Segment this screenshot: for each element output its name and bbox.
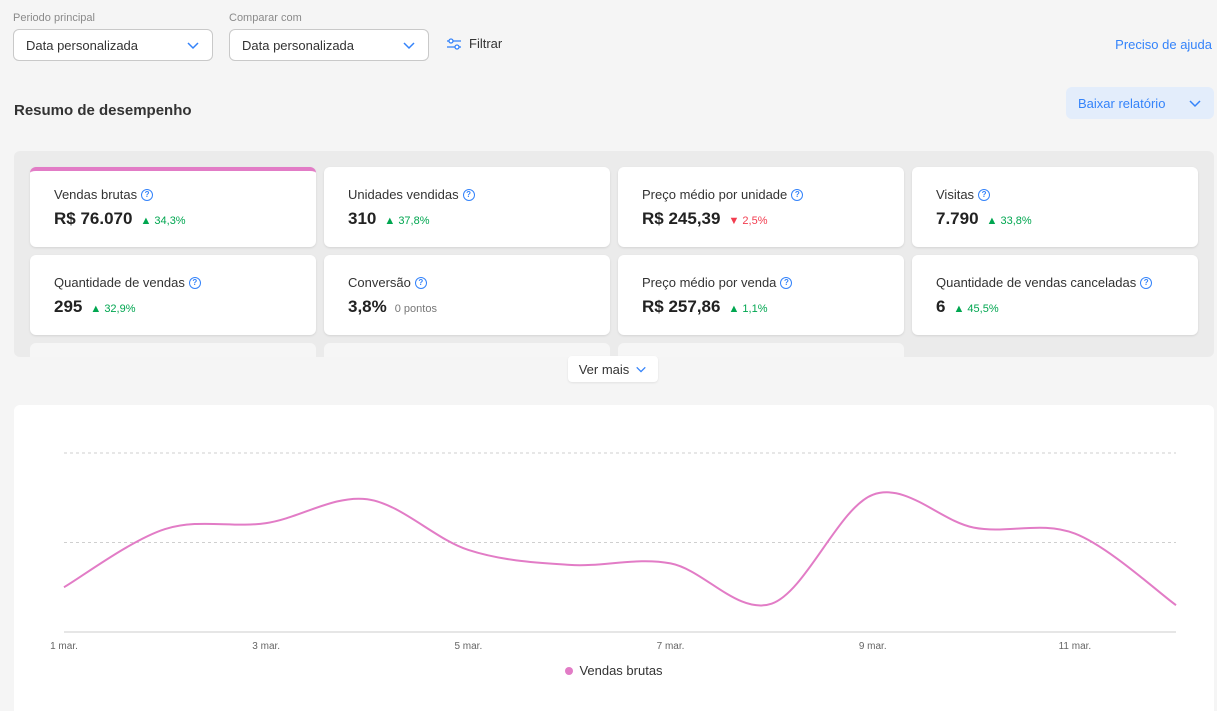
- metric-delta: ▼ 2,5%: [728, 215, 768, 227]
- help-circle-icon[interactable]: ?: [188, 276, 201, 289]
- metric-card-conversao[interactable]: Conversão? 3,8% 0 pontos: [324, 255, 610, 335]
- metric-title: Unidades vendidas: [348, 187, 459, 202]
- metric-card-quantidade-vendas[interactable]: Quantidade de vendas? 295 ▲ 32,9%: [30, 255, 316, 335]
- legend-label: Vendas brutas: [579, 663, 663, 678]
- metric-delta: ▲ 32,9%: [90, 303, 136, 315]
- x-tick-label: 11 mar.: [1059, 641, 1092, 652]
- chevron-down-icon: [636, 366, 647, 373]
- chevron-down-icon: [1189, 100, 1201, 108]
- hidden-card: [324, 343, 610, 357]
- filter-button[interactable]: Filtrar: [446, 36, 502, 51]
- help-circle-icon[interactable]: ?: [414, 276, 427, 289]
- summary-title: Resumo de desempenho: [14, 102, 192, 119]
- help-circle-icon[interactable]: ?: [978, 188, 991, 201]
- help-link[interactable]: Preciso de ajuda: [1115, 37, 1212, 52]
- metric-value: R$ 257,86: [642, 297, 721, 316]
- metric-value: 6: [936, 297, 946, 316]
- metric-card-unidades-vendidas[interactable]: Unidades vendidas? 310 ▲ 37,8%: [324, 167, 610, 247]
- help-circle-icon[interactable]: ?: [791, 188, 804, 201]
- line-chart: 1 mar. 3 mar. 5 mar. 7 mar. 9 mar. 11 mar.: [50, 452, 1177, 652]
- filter-label: Filtrar: [469, 36, 503, 51]
- metric-title: Vendas brutas: [54, 187, 138, 202]
- metric-value: 7.790: [936, 209, 979, 228]
- metric-title: Preço médio por venda: [642, 275, 777, 290]
- x-tick-label: 1 mar.: [50, 641, 78, 652]
- metric-title: Quantidade de vendas canceladas: [936, 275, 1137, 290]
- period-select[interactable]: Data personalizada: [13, 29, 213, 61]
- hidden-card: [30, 343, 316, 357]
- metric-card-vendas-canceladas[interactable]: Quantidade de vendas canceladas? 6 ▲ 45,5…: [912, 255, 1198, 335]
- metric-value: R$ 245,39: [642, 209, 721, 228]
- metric-value: 3,8%: [348, 297, 387, 316]
- metric-value: R$ 76.070: [54, 209, 133, 228]
- legend-dot: [565, 666, 574, 675]
- x-tick-label: 3 mar.: [252, 641, 280, 652]
- sales-chart-card: 1 mar. 3 mar. 5 mar. 7 mar. 9 mar. 11 mar. Ve…: [14, 405, 1214, 711]
- period-label: Periodo principal: [13, 12, 95, 24]
- metric-delta: ▲ 45,5%: [953, 303, 999, 315]
- metric-card-visitas[interactable]: Visitas? 7.790 ▲ 33,8%: [912, 167, 1198, 247]
- metric-card-vendas-brutas[interactable]: Vendas brutas? R$ 76.070 ▲ 34,3%: [30, 167, 316, 247]
- metric-delta: 0 pontos: [394, 303, 437, 315]
- series-line-vendas-brutas: [63, 491, 1177, 607]
- metric-title: Preço médio por unidade: [642, 187, 788, 202]
- x-tick-label: 5 mar.: [454, 641, 482, 652]
- metric-value: 310: [348, 209, 377, 228]
- metric-delta: ▲ 1,1%: [728, 303, 768, 315]
- metric-delta: ▲ 34,3%: [140, 215, 186, 227]
- ver-mais-label: Ver mais: [578, 361, 630, 377]
- metrics-panel: Vendas brutas? R$ 76.070 ▲ 34,3% Unidades…: [14, 151, 1214, 357]
- help-circle-icon[interactable]: ?: [780, 276, 793, 289]
- ver-mais-button[interactable]: Ver mais: [568, 356, 658, 382]
- download-report-label: Baixar relatório: [1078, 95, 1166, 111]
- chevron-down-icon: [403, 42, 415, 50]
- chart-legend: Vendas brutas: [14, 663, 1214, 678]
- metric-delta: ▲ 33,8%: [986, 215, 1032, 227]
- metric-title: Conversão: [348, 275, 411, 290]
- download-report-button[interactable]: Baixar relatório: [1066, 87, 1214, 119]
- help-circle-icon[interactable]: ?: [141, 188, 154, 201]
- period-select-value: Data personalizada: [26, 37, 139, 53]
- sliders-icon: [447, 37, 461, 50]
- x-tick-label: 9 mar.: [859, 641, 887, 652]
- metric-title: Visitas: [936, 187, 975, 202]
- compare-select[interactable]: Data personalizada: [229, 29, 429, 61]
- metric-title: Quantidade de vendas: [54, 275, 185, 290]
- hidden-card: [618, 343, 904, 357]
- help-circle-icon[interactable]: ?: [462, 188, 475, 201]
- x-tick-label: 7 mar.: [657, 641, 685, 652]
- help-circle-icon[interactable]: ?: [1140, 276, 1153, 289]
- metric-card-preco-medio-venda[interactable]: Preço médio por venda? R$ 257,86 ▲ 1,1%: [618, 255, 904, 335]
- metric-value: 295: [54, 297, 83, 316]
- metric-delta: ▲ 37,8%: [384, 215, 430, 227]
- chevron-down-icon: [187, 42, 199, 50]
- compare-select-value: Data personalizada: [242, 37, 355, 53]
- compare-label: Comparar com: [229, 12, 302, 24]
- metric-card-preco-medio-unidade[interactable]: Preço médio por unidade? R$ 245,39 ▼ 2,5%: [618, 167, 904, 247]
